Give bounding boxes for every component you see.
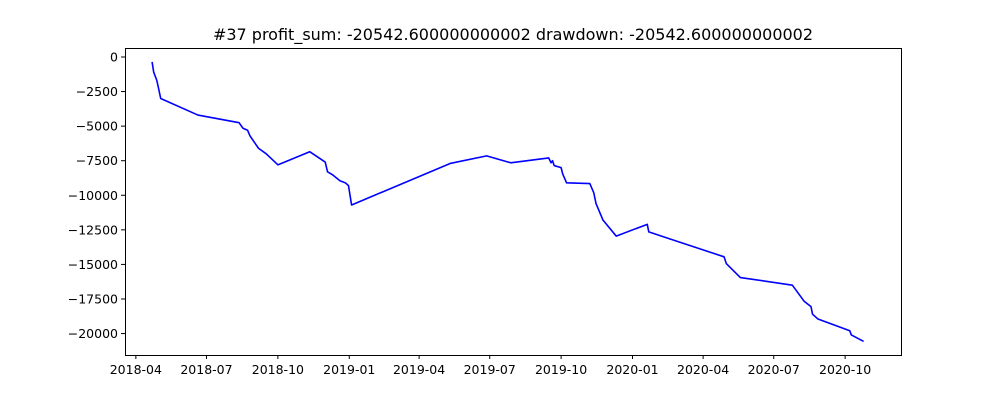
x-tick-label: 2018-10	[252, 362, 304, 377]
y-axis: 0 −2500 −5000 −7500 −10000 −12500 −15000 −17500…	[68, 49, 125, 341]
y-tick-label: −10000	[68, 188, 118, 203]
series-layer	[151, 61, 864, 342]
x-tick-label: 2020-07	[748, 362, 800, 377]
x-tick-label: 2020-10	[819, 362, 871, 377]
y-tick-label: −7500	[76, 153, 118, 168]
x-tick-label: 2019-10	[535, 362, 587, 377]
x-tick-label: 2020-04	[677, 362, 729, 377]
x-tick-label: 2018-07	[180, 362, 232, 377]
y-tick-label: −15000	[68, 257, 118, 272]
x-tick-label: 2019-04	[393, 362, 445, 377]
x-axis: 2018-04 2018-07 2018-10 2019-01 2019-04 2019-…	[110, 355, 871, 377]
y-tick-label: −17500	[68, 291, 118, 306]
chart-title: #37 profit_sum: -20542.600000000002 draw…	[213, 25, 813, 45]
y-tick-label: −12500	[68, 222, 118, 237]
x-tick-label: 2019-01	[323, 362, 375, 377]
y-tick-label: 0	[110, 49, 118, 64]
y-tick-label: −20000	[68, 326, 118, 341]
x-tick-label: 2019-07	[464, 362, 516, 377]
plot-area-frame	[125, 48, 902, 356]
y-tick-label: −5000	[76, 119, 118, 134]
y-tick-label: −2500	[76, 84, 118, 99]
x-tick-label: 2018-04	[110, 362, 162, 377]
x-tick-label: 2020-01	[606, 362, 658, 377]
series-line	[151, 61, 864, 342]
